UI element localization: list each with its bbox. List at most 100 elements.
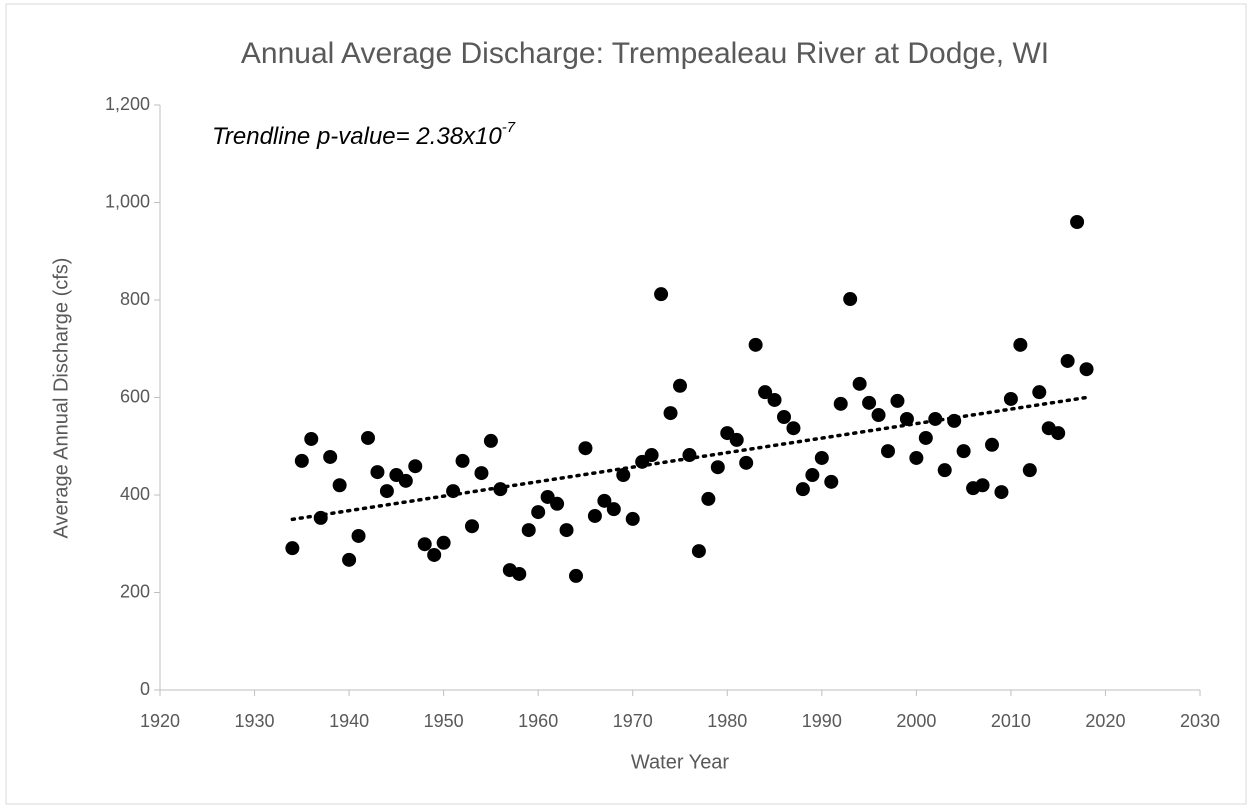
point	[436, 535, 451, 550]
point	[975, 478, 990, 493]
point	[313, 510, 328, 525]
point	[909, 450, 924, 465]
point	[446, 484, 461, 499]
point	[729, 432, 744, 447]
chart-frame	[5, 3, 1247, 805]
point	[852, 376, 867, 391]
point	[654, 287, 669, 302]
point	[673, 378, 687, 393]
point	[370, 465, 385, 480]
point	[1032, 385, 1047, 400]
point	[663, 406, 678, 421]
point	[606, 502, 621, 517]
x-tick-label: 1970	[613, 711, 653, 731]
point	[918, 430, 933, 445]
point	[408, 459, 423, 474]
point	[786, 421, 801, 436]
point	[361, 430, 375, 445]
x-tick-label: 2020	[1085, 711, 1125, 731]
point	[795, 482, 810, 497]
y-tick-label: 1,200	[105, 94, 150, 114]
point	[427, 547, 442, 562]
point	[521, 523, 536, 538]
y-tick-label: 600	[120, 386, 150, 406]
annotation-text: Trendline p-value= 2.38x10	[212, 123, 502, 150]
point	[1051, 426, 1066, 441]
point	[578, 441, 593, 456]
point	[616, 468, 631, 483]
x-tick-label: 1930	[235, 711, 275, 731]
point	[483, 433, 498, 448]
point	[644, 448, 659, 463]
point	[682, 448, 697, 463]
x-tick-label: 1940	[329, 711, 369, 731]
x-tick-label: 1990	[802, 711, 842, 731]
point	[351, 528, 366, 543]
point	[1013, 337, 1028, 352]
point	[947, 413, 962, 428]
point	[285, 541, 300, 556]
point	[512, 566, 527, 581]
point	[890, 393, 905, 408]
point	[937, 463, 952, 478]
x-tick-label: 1920	[140, 711, 180, 731]
point	[398, 473, 413, 488]
point	[805, 468, 820, 483]
point	[928, 411, 943, 426]
point	[587, 508, 602, 523]
point	[824, 474, 839, 489]
point	[569, 568, 583, 583]
y-tick-label: 200	[120, 581, 150, 601]
point	[994, 485, 1009, 500]
point	[956, 444, 971, 459]
point	[739, 455, 754, 470]
point	[332, 478, 347, 493]
x-axis-label: Water Year	[631, 751, 730, 773]
point	[710, 460, 725, 475]
point	[833, 396, 848, 411]
y-axis-label: Average Annual Discharge (cfs)	[50, 258, 72, 539]
y-tick-label: 0	[140, 679, 150, 699]
y-tick-label: 400	[120, 484, 150, 504]
point	[862, 395, 877, 410]
y-tick-label: 800	[120, 289, 150, 309]
point	[843, 292, 858, 307]
point	[550, 496, 565, 511]
point	[323, 449, 338, 464]
point	[294, 453, 309, 468]
point	[814, 450, 829, 465]
point	[465, 519, 479, 534]
point	[748, 337, 763, 352]
x-tick-label: 2010	[991, 711, 1031, 731]
x-tick-label: 1980	[707, 711, 747, 731]
point	[701, 491, 716, 506]
point	[691, 544, 706, 559]
point	[1079, 362, 1094, 377]
annotation: Trendline p-value= 2.38x10-7	[212, 119, 516, 150]
point	[881, 444, 895, 459]
annotation-superscript: -7	[502, 119, 516, 136]
point	[474, 466, 489, 481]
x-tick-label: 1950	[424, 711, 464, 731]
chart-title: Annual Average Discharge: Trempealeau Ri…	[241, 37, 1049, 70]
x-tick-label: 2030	[1180, 711, 1220, 731]
point	[1060, 353, 1075, 368]
point	[1022, 463, 1037, 478]
x-tick-label: 2000	[896, 711, 936, 731]
point	[304, 431, 319, 446]
point	[493, 482, 508, 497]
point	[985, 437, 999, 452]
point	[899, 411, 914, 426]
point	[417, 537, 432, 552]
point	[1070, 215, 1085, 229]
point	[597, 493, 612, 508]
point	[777, 410, 791, 424]
point	[455, 453, 470, 468]
x-tick-label: 1960	[518, 711, 558, 731]
y-tick-label: 1,000	[105, 191, 150, 211]
point	[379, 484, 394, 499]
point	[559, 523, 574, 538]
point	[871, 408, 886, 423]
point	[531, 505, 546, 520]
